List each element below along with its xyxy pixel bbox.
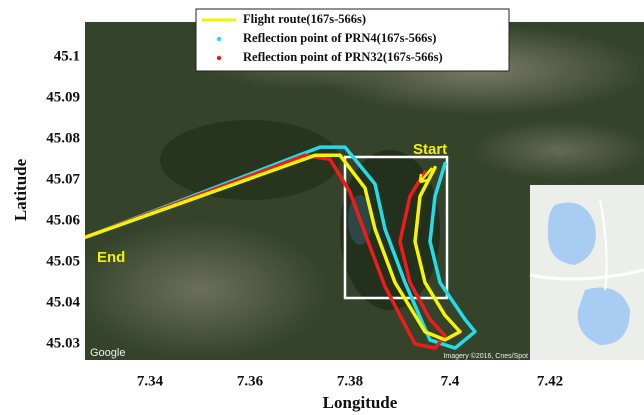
legend-swatch: [216, 55, 222, 61]
y-axis-label: Latitude: [11, 158, 30, 221]
series-line: [85, 153, 462, 342]
annotation: Start: [413, 141, 447, 158]
y-tick-label: 45.05: [46, 253, 80, 269]
series-line: [85, 153, 447, 350]
y-tick-label: 45.03: [46, 335, 80, 351]
x-tick-label: 7.34: [137, 373, 164, 389]
plot-area: [85, 145, 477, 350]
zoom-box: [343, 155, 449, 300]
map-credit: Imagery ©2016, Cnes/Spot: [443, 352, 528, 360]
annotation: End: [97, 249, 125, 266]
legend-label: Flight route(167s-566s): [243, 12, 366, 26]
map-logo: Google: [90, 347, 125, 359]
legend: Flight route(167s-566s) Reflection point …: [195, 8, 510, 72]
series-line: [85, 145, 477, 350]
x-axis-label: Longitude: [323, 393, 398, 412]
y-tick-label: 45.06: [46, 212, 80, 228]
legend-label: Reflection point of PRN4(167s-566s): [243, 31, 436, 45]
y-tick-label: 45.08: [46, 130, 80, 146]
start-arrow: [418, 167, 433, 184]
x-tick-label: 7.36: [237, 373, 264, 389]
y-tick-label: 45.04: [46, 294, 80, 310]
x-tick-label: 7.38: [337, 373, 363, 389]
y-tick-label: 45.09: [46, 89, 80, 105]
inset-map: [529, 185, 644, 360]
y-tick-label: 45.07: [46, 171, 80, 187]
y-tick-label: 45.1: [54, 48, 80, 64]
x-tick-label: 7.42: [537, 373, 563, 389]
x-tick-label: 7.4: [441, 373, 460, 389]
legend-label: Reflection point of PRN32(167s-566s): [243, 50, 443, 64]
legend-swatch: [216, 36, 222, 42]
